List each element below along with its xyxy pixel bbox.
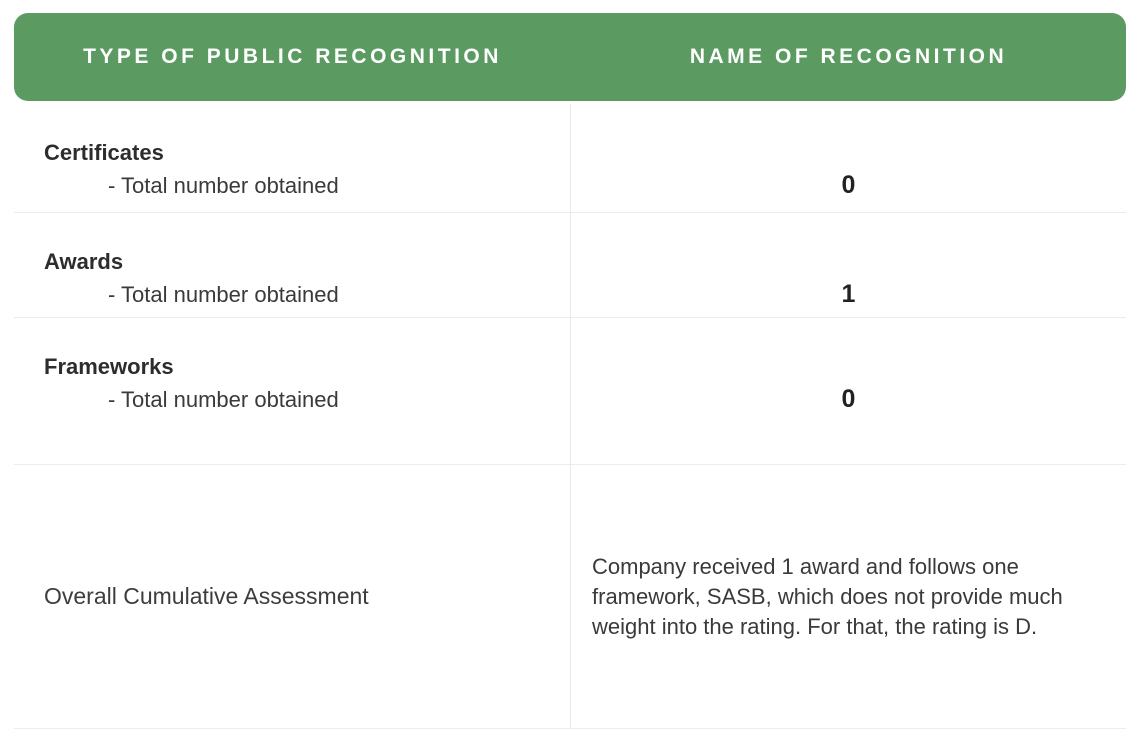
awards-cell: Awards - Total number obtained bbox=[14, 213, 571, 317]
frameworks-sub-label: - Total number obtained bbox=[108, 387, 339, 412]
column-header-type-of-public-recognition: TYPE OF PUBLIC RECOGNITION bbox=[83, 45, 502, 68]
awards-title: Awards bbox=[44, 249, 124, 274]
assessment-label: Overall Cumulative Assessment bbox=[44, 583, 369, 609]
awards-count: 1 bbox=[841, 280, 856, 308]
column-divider bbox=[570, 104, 571, 729]
certificates-cell: Certificates - Total number obtained bbox=[14, 104, 571, 212]
assessment-label-cell: Overall Cumulative Assessment bbox=[14, 465, 571, 728]
assessment-text: Company received 1 award and follows one… bbox=[592, 553, 1063, 639]
column-header-name-of-recognition: NAME OF RECOGNITION bbox=[689, 45, 1008, 68]
awards-sub-label: - Total number obtained bbox=[108, 282, 339, 307]
certificates-title: Certificates bbox=[44, 140, 164, 165]
certificates-sub-label: - Total number obtained bbox=[108, 173, 339, 198]
table-body: Certificates - Total number obtained 0 A… bbox=[14, 104, 1126, 729]
frameworks-count: 0 bbox=[841, 385, 856, 413]
table-header: TYPE OF PUBLIC RECOGNITION NAME OF RECOG… bbox=[14, 13, 1126, 101]
certificates-count: 0 bbox=[841, 171, 856, 199]
frameworks-title: Frameworks bbox=[44, 354, 174, 379]
assessment-text-cell: Company received 1 award and follows one… bbox=[571, 465, 1126, 728]
table-row-awards: Awards - Total number obtained 1 bbox=[14, 213, 1126, 318]
frameworks-cell: Frameworks - Total number obtained bbox=[14, 318, 571, 464]
table-row-overall-assessment: Overall Cumulative Assessment Company re… bbox=[14, 465, 1126, 729]
